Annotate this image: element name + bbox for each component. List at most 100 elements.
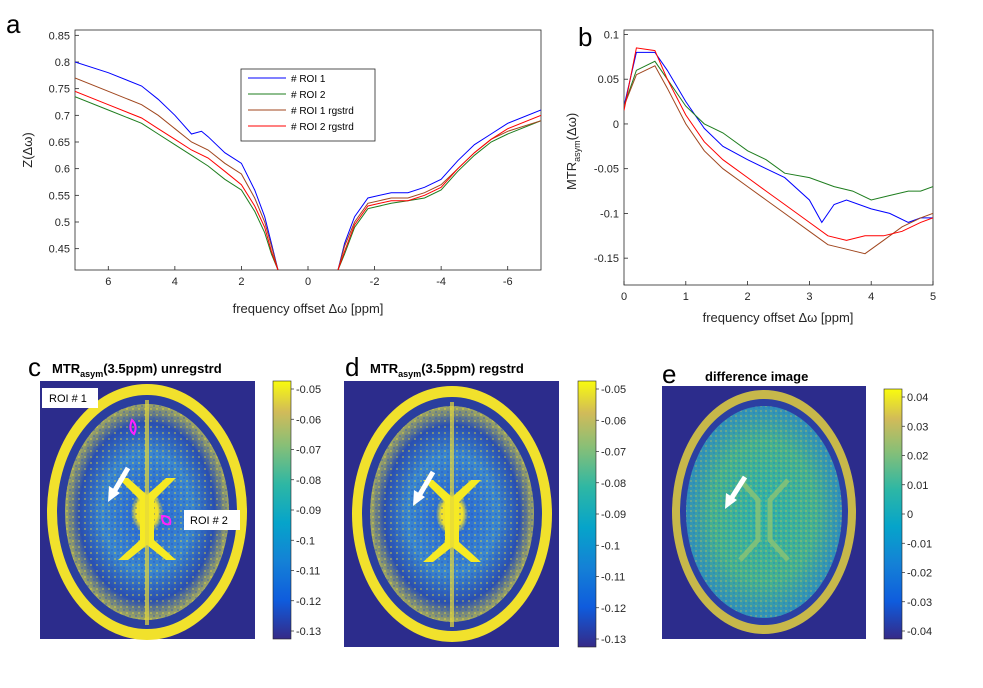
chart-d-title-tail: (3.5ppm) regstrd <box>421 361 524 376</box>
colorbar-tick-label: -0.02 <box>907 568 932 580</box>
chart-b-xlabel: frequency offset Δω [ppm] <box>703 310 854 325</box>
roi-label-1: ROI # 1 <box>42 388 98 408</box>
chart-b-xtick-label: 3 <box>806 291 812 303</box>
chart-b-series-1-line <box>624 51 933 224</box>
chart-b-xtick-label: 0 <box>621 291 627 303</box>
colorbar-tick-label: 0.03 <box>907 421 928 433</box>
colorbar-tick-label: -0.08 <box>601 478 626 490</box>
colorbar-tick-label: -0.12 <box>601 603 626 615</box>
chart-c-title: MTRasym(3.5ppm) unregstrd <box>52 361 222 379</box>
chart-b-ytick-label: -0.15 <box>594 253 619 265</box>
roi-label-2: ROI # 2 <box>184 510 240 530</box>
panel-label-d: d <box>345 352 359 382</box>
white-arrow-d <box>413 470 436 506</box>
colorbar-tick-label: -0.06 <box>601 415 626 427</box>
chart-a-xtick-label: -6 <box>503 276 513 288</box>
chart-b-series-3-line <box>624 65 933 255</box>
chart-a-series-4-line <box>75 90 541 270</box>
chart-a-xtick-label: -4 <box>436 276 446 288</box>
chart-c-title-tail: (3.5ppm) unregstrd <box>103 361 222 376</box>
colorbar-tick-label: -0.13 <box>601 634 626 646</box>
colorbar-tick-label: -0.09 <box>296 505 321 517</box>
brain-map-d <box>344 381 559 647</box>
colorbar-tick-label: -0.06 <box>296 414 321 426</box>
chart-b-ytick-label: -0.1 <box>600 208 619 220</box>
colorbar-e: 0.04 0.03 0.02 0.01 0 -0.01 -0.02 -0.03 -0.04 <box>883 388 932 640</box>
colorbar-tick-label: -0.07 <box>601 447 626 459</box>
colorbar-tick-label: 0 <box>907 509 913 521</box>
colorbar-tick-label: -0.08 <box>296 475 321 487</box>
colorbar-tick-label: -0.04 <box>907 626 932 638</box>
legend-label-1: # ROI 1 <box>291 74 326 85</box>
chart-a-ytick-label: 0.7 <box>55 110 70 122</box>
chart-a-xtick-label: -2 <box>370 276 380 288</box>
roi-marker-2 <box>160 514 172 526</box>
chart-b-ylabel: MTRasym(Δω) <box>564 113 582 190</box>
colorbar-tick-label: -0.05 <box>296 384 321 396</box>
chart-a-legend: # ROI 1 # ROI 2 # ROI 1 rgstrd # ROI 2 rgst… <box>240 68 376 142</box>
chart-b-ytick-label: 0.05 <box>598 74 619 86</box>
colorbar-tick-label: -0.01 <box>907 538 932 550</box>
chart-b-ytick-label: 0.1 <box>604 29 619 41</box>
white-arrow-e <box>725 475 748 509</box>
chart-a-plot-area <box>74 29 542 271</box>
chart-a-ytick-label: 0.8 <box>55 57 70 69</box>
roi-marker-1 <box>129 418 137 436</box>
chart-b-ytick-label: 0 <box>613 119 619 131</box>
chart-a-xlabel: frequency offset Δω [ppm] <box>233 301 384 316</box>
chart-a: 6 4 2 0 -2 -4 -6 0.45 0.5 0.55 0.6 0.65 0.7 0.75 0.8 0.… <box>20 29 542 316</box>
colorbar-tick-label: -0.1 <box>601 540 620 552</box>
chart-c-title-main: MTR <box>52 361 81 376</box>
chart-a-xtick-label: 4 <box>172 276 178 288</box>
chart-b-xtick-label: 2 <box>745 291 751 303</box>
colorbar-tick-label: -0.03 <box>907 597 932 609</box>
chart-a-ytick-label: 0.85 <box>49 30 70 42</box>
chart-a-ytick-label: 0.55 <box>49 190 70 202</box>
chart-a-xtick-label: 6 <box>105 276 111 288</box>
chart-a-ytick-label: 0.5 <box>55 217 70 229</box>
panel-label-a: a <box>6 9 21 39</box>
chart-a-ytick-label: 0.65 <box>49 137 70 149</box>
colorbar-tick-label: -0.1 <box>296 535 315 547</box>
panel-label-c: c <box>28 352 41 382</box>
white-arrow-c <box>108 466 131 502</box>
svg-text:ROI # 2: ROI # 2 <box>190 515 228 527</box>
svg-text:ROI # 1: ROI # 1 <box>49 393 87 405</box>
legend-label-3: # ROI 1 rgstrd <box>291 106 354 117</box>
chart-b-ylabel-main: MTR <box>564 162 579 190</box>
colorbar-tick-label: -0.13 <box>296 626 321 638</box>
colorbar-d: -0.05 -0.06 -0.07 -0.08 -0.09 -0.1 -0.11 -0.12 -… <box>577 380 626 648</box>
chart-a-xtick-label: 2 <box>238 276 244 288</box>
chart-a-ytick-label: 0.6 <box>55 164 70 176</box>
colorbar-tick-label: -0.07 <box>296 445 321 457</box>
colorbar-tick-label: -0.09 <box>601 509 626 521</box>
chart-b-xtick-label: 5 <box>930 291 936 303</box>
legend-label-4: # ROI 2 rgstrd <box>291 122 354 133</box>
brain-map-c: ROI # 1 ROI # 2 <box>40 381 255 640</box>
chart-d-title: MTRasym(3.5ppm) regstrd <box>370 361 524 379</box>
chart-d-title-sub: asym <box>398 369 421 379</box>
chart-d-title-main: MTR <box>370 361 399 376</box>
chart-b-xtick-label: 1 <box>683 291 689 303</box>
chart-b-series-2-line <box>624 60 933 201</box>
legend-label-2: # ROI 2 <box>291 90 326 101</box>
panel-label-b: b <box>578 22 592 52</box>
chart-b-ylabel-tail: (Δω) <box>564 113 579 141</box>
chart-c-title-sub: asym <box>80 369 103 379</box>
chart-b-xtick-label: 4 <box>868 291 874 303</box>
colorbar-tick-label: -0.11 <box>296 566 320 578</box>
colorbar-tick-label: 0.01 <box>907 480 928 492</box>
chart-b: 0 1 2 3 4 5 -0.15 -0.1 -0.05 0 0.05 0.1 frequency o… <box>564 29 936 325</box>
panel-label-e: e <box>662 359 676 389</box>
chart-b-plot-area <box>623 29 934 286</box>
colorbar-tick-label: -0.05 <box>601 384 626 396</box>
colorbar-tick-label: 0.02 <box>907 451 928 463</box>
colorbar-tick-label: -0.11 <box>601 572 625 584</box>
chart-e-title: difference image <box>705 369 808 384</box>
colorbar-tick-label: 0.04 <box>907 392 928 404</box>
chart-a-ytick-label: 0.45 <box>49 244 70 256</box>
chart-a-ylabel: Z(Δω) <box>20 132 35 167</box>
colorbar-c: -0.05 -0.06 -0.07 -0.08 -0.09 -0.1 -0.11 -0.12 -… <box>272 380 321 640</box>
difference-map-e <box>662 386 866 639</box>
